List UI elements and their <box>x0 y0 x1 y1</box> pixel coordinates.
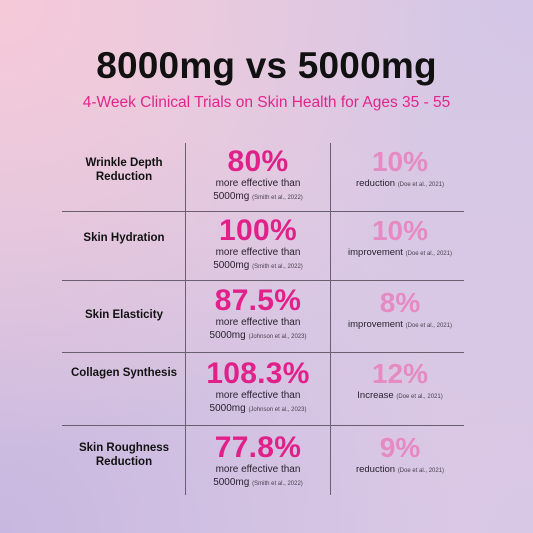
dose-text: 5000mg <box>209 330 246 341</box>
value-5000mg: 10% <box>371 215 429 246</box>
citation: (Doe et al., 2021) <box>397 182 445 188</box>
row-divider-4 <box>62 425 464 426</box>
cell-8000mg: 100% more effective than 5000mg (Smith e… <box>190 216 326 274</box>
comparison-text: more effective than <box>215 317 301 328</box>
table-row: Skin Roughness Reduction 77.8% more effe… <box>62 425 464 495</box>
value-5000mg: 9% <box>379 432 421 463</box>
cell-8000mg: 80% more effective than 5000mg (Smith et… <box>190 147 326 205</box>
citation: (Doe et al., 2021) <box>396 394 443 400</box>
dose-text: 5000mg <box>213 477 250 488</box>
row-divider-3 <box>62 352 464 353</box>
value-8000mg: 108.3% <box>206 357 310 390</box>
citation: (Smith et al., 2022) <box>252 481 303 487</box>
metric-label: Skin Hydration <box>83 232 165 244</box>
comparison-text: more effective than <box>215 390 301 401</box>
cell-8000mg: 87.5% more effective than 5000mg (Johnso… <box>190 286 326 344</box>
citation: (Smith et al., 2022) <box>252 195 303 201</box>
result-text: reduction <box>355 178 396 189</box>
result-text: improvement <box>348 319 403 330</box>
value-8000mg: 77.8% <box>214 431 302 464</box>
result-text: improvement <box>348 247 403 258</box>
cell-8000mg: 77.8% more effective than 5000mg (Smith … <box>190 433 326 491</box>
table-row: Collagen Synthesis 108.3% more effective… <box>62 352 464 425</box>
cell-5000mg: 10% improvement (Doe et al., 2021) <box>334 216 466 261</box>
cell-5000mg: 10% reduction (Doe et al., 2021) <box>334 147 466 192</box>
dose-text: 5000mg <box>213 191 250 202</box>
value-8000mg: 87.5% <box>214 284 302 317</box>
comparison-table: Wrinkle Depth Reduction 80% more effecti… <box>62 143 464 495</box>
value-5000mg: 10% <box>371 146 429 177</box>
cell-5000mg: 12% Increase (Doe et al., 2021) <box>334 359 466 404</box>
citation: (Doe et al., 2021) <box>405 251 452 257</box>
citation: (Johnson et al., 2023) <box>248 407 307 413</box>
comparison-text: more effective than <box>215 178 301 189</box>
cell-8000mg: 108.3% more effective than 5000mg (Johns… <box>190 359 326 417</box>
row-divider-2 <box>62 280 464 281</box>
value-5000mg: 12% <box>371 358 429 389</box>
metric-label: Wrinkle Depth Reduction <box>85 157 163 183</box>
dose-text: 5000mg <box>209 403 246 414</box>
comparison-text: more effective than <box>215 464 301 475</box>
citation: (Johnson et al., 2023) <box>248 334 307 340</box>
row-divider-1 <box>62 211 464 212</box>
citation: (Smith et al., 2022) <box>252 264 303 270</box>
comparison-text: more effective than <box>215 247 301 258</box>
result-text: Increase <box>357 390 394 401</box>
value-5000mg: 8% <box>379 287 421 318</box>
metric-label: Skin Roughness Reduction <box>78 442 170 468</box>
page-title: 8000mg vs 5000mg <box>96 45 437 86</box>
page-subtitle: 4-Week Clinical Trials on Skin Health fo… <box>82 94 451 111</box>
column-divider-2 <box>330 143 331 495</box>
column-divider-1 <box>185 143 186 495</box>
value-8000mg: 100% <box>219 214 297 247</box>
citation: (Doe et al., 2021) <box>397 468 445 474</box>
table-row: Wrinkle Depth Reduction 80% more effecti… <box>62 143 464 211</box>
value-8000mg: 80% <box>227 145 289 178</box>
cell-5000mg: 9% reduction (Doe et al., 2021) <box>334 433 466 478</box>
metric-label: Skin Elasticity <box>85 309 163 321</box>
metric-label: Collagen Synthesis <box>70 367 178 379</box>
table-row: Skin Hydration 100% more effective than … <box>62 211 464 280</box>
dose-text: 5000mg <box>213 260 250 271</box>
cell-5000mg: 8% improvement (Doe et al., 2021) <box>334 288 466 333</box>
result-text: reduction <box>355 464 396 475</box>
citation: (Doe et al., 2021) <box>405 323 452 329</box>
table-row: Skin Elasticity 87.5% more effective tha… <box>62 280 464 352</box>
